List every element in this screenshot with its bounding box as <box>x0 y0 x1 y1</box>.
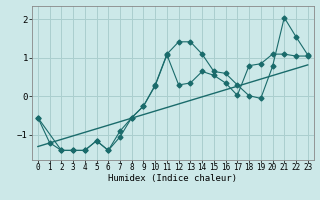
X-axis label: Humidex (Indice chaleur): Humidex (Indice chaleur) <box>108 174 237 183</box>
